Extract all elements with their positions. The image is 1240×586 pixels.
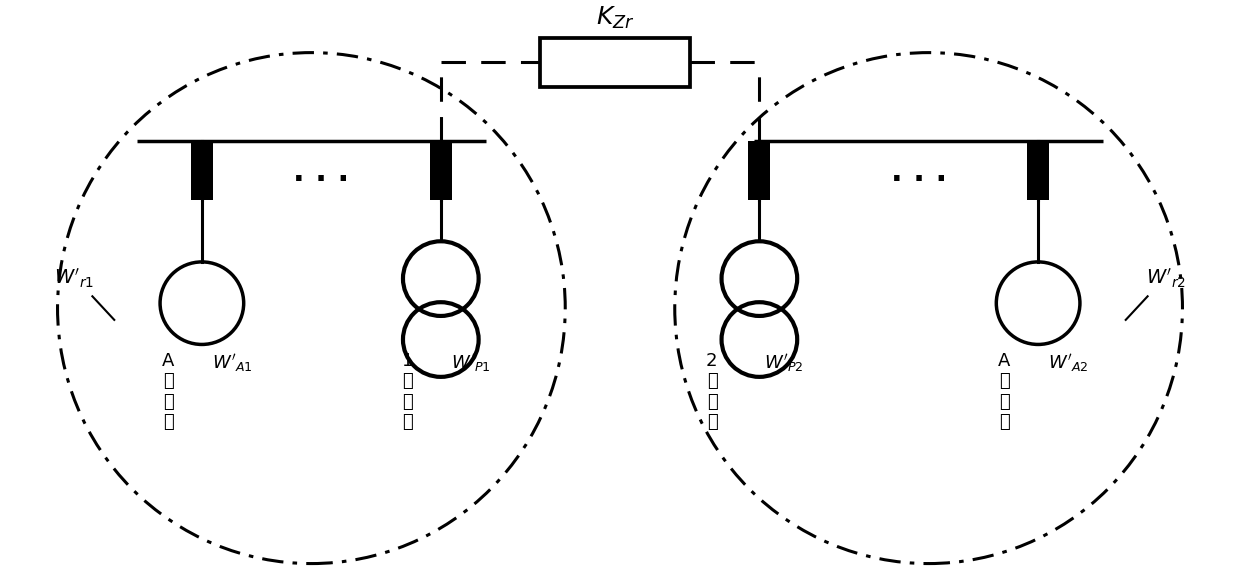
Text: $W'_{P1}$: $W'_{P1}$ [451, 352, 490, 374]
Text: 1
号
配
变: 1 号 配 变 [402, 352, 413, 431]
Bar [430, 141, 451, 200]
Text: $K_{Zr}$: $K_{Zr}$ [595, 5, 635, 31]
Text: $W'_{A1}$: $W'_{A1}$ [212, 352, 253, 374]
Text: · · ·: · · · [294, 166, 350, 195]
Text: $W'_{A2}$: $W'_{A2}$ [1048, 352, 1089, 374]
Bar [541, 38, 689, 87]
Bar [749, 141, 770, 200]
Text: $W'_{r2}$: $W'_{r2}$ [1146, 267, 1185, 290]
Text: A
用
户
甲: A 用 户 甲 [161, 352, 174, 431]
Bar [1027, 141, 1049, 200]
Bar [191, 141, 213, 200]
Text: 2
号
配
变: 2 号 配 变 [706, 352, 718, 431]
Text: A
用
户
乙: A 用 户 乙 [998, 352, 1011, 431]
Text: $W'_{r1}$: $W'_{r1}$ [55, 267, 94, 290]
Text: · · ·: · · · [890, 166, 946, 195]
Text: $W'_{P2}$: $W'_{P2}$ [764, 352, 804, 374]
